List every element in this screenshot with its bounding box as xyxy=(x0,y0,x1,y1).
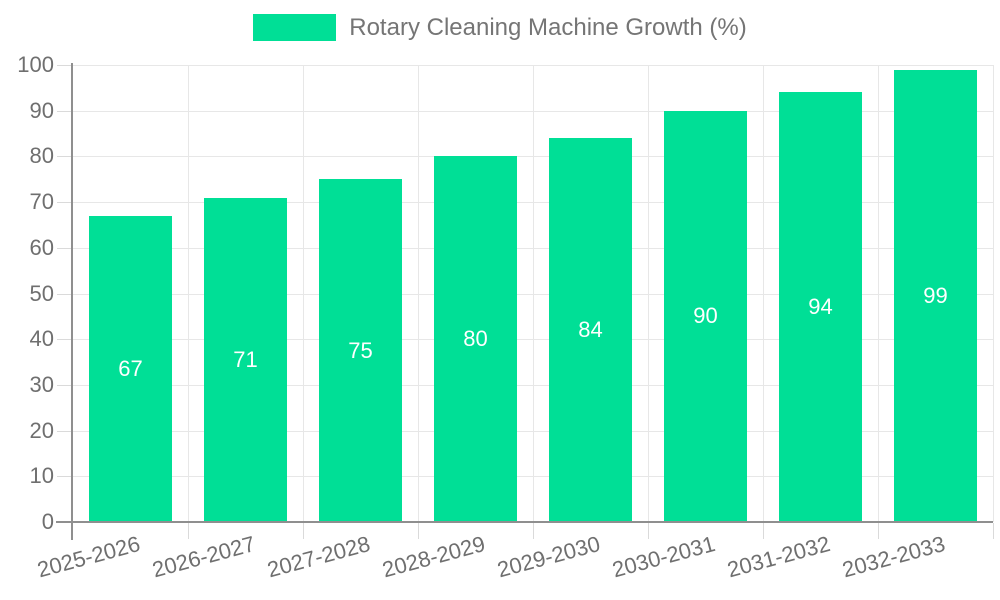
x-axis-tick xyxy=(648,523,649,539)
x-axis-tick-label: 2028-2029 xyxy=(379,531,488,583)
legend-label: Rotary Cleaning Machine Growth (%) xyxy=(349,14,747,41)
y-axis-tick-label: 10 xyxy=(29,463,54,489)
bar xyxy=(894,69,977,522)
bar-value-label: 71 xyxy=(233,346,258,372)
x-axis-tick xyxy=(303,523,304,539)
y-axis-tick-label: 30 xyxy=(29,371,54,397)
v-gridline xyxy=(303,65,304,522)
y-axis-tick xyxy=(57,430,73,432)
x-axis-tick-label: 2031-2032 xyxy=(724,531,833,583)
y-axis-tick-label: 90 xyxy=(29,97,54,123)
x-axis-tick xyxy=(188,523,189,539)
bar xyxy=(319,179,402,522)
y-axis-tick xyxy=(57,65,73,66)
legend: Rotary Cleaning Machine Growth (%) xyxy=(0,14,1000,41)
legend-swatch xyxy=(253,14,337,41)
y-axis-tick-label: 60 xyxy=(29,234,54,260)
v-gridline xyxy=(763,65,764,522)
x-axis-tick xyxy=(878,523,879,539)
v-gridline xyxy=(993,65,994,522)
y-axis-tick-label: 70 xyxy=(29,189,54,215)
x-axis-tick-label: 2026-2027 xyxy=(149,531,258,583)
y-axis-tick xyxy=(57,384,73,386)
y-axis-tick xyxy=(57,247,73,249)
y-axis-tick-label: 80 xyxy=(29,143,54,169)
x-axis-tick-label: 2025-2026 xyxy=(34,531,143,583)
bar xyxy=(204,197,287,522)
x-axis-line xyxy=(56,521,993,523)
y-axis-tick xyxy=(57,339,73,341)
y-axis-tick-label: 20 xyxy=(29,417,54,443)
y-axis-tick-label: 50 xyxy=(29,280,54,306)
y-axis-tick xyxy=(57,202,73,204)
bar xyxy=(779,92,862,522)
y-axis-tick-label: 40 xyxy=(29,326,54,352)
x-axis-tick xyxy=(418,523,419,539)
plot-area: 67 71 75 80 84 90 94 99 xyxy=(73,65,994,522)
y-axis-tick-label: 0 xyxy=(41,509,54,534)
v-gridline xyxy=(188,65,189,522)
x-axis-tick-label: 2030-2031 xyxy=(609,531,718,583)
v-gridline xyxy=(533,65,534,522)
v-gridline xyxy=(648,65,649,522)
x-axis-tick xyxy=(763,523,764,539)
v-gridline xyxy=(418,65,419,522)
bar-value-label: 90 xyxy=(693,303,718,329)
bar-value-label: 67 xyxy=(118,355,143,381)
bar-value-label: 99 xyxy=(923,282,948,308)
bar-value-label: 80 xyxy=(463,326,488,352)
bar-value-label: 84 xyxy=(578,317,603,343)
x-axis-tick xyxy=(533,523,534,539)
x-axis-tick-label: 2027-2028 xyxy=(264,531,373,583)
y-axis-tick xyxy=(57,156,73,158)
bar xyxy=(549,138,632,522)
x-axis-tick xyxy=(993,523,994,539)
y-axis-tick xyxy=(57,476,73,478)
y-axis-tick-label: 100 xyxy=(17,52,54,77)
y-axis-line xyxy=(71,63,73,540)
y-axis-tick xyxy=(57,293,73,295)
bar xyxy=(89,215,172,522)
x-axis-tick-label: 2032-2033 xyxy=(839,531,948,583)
legend-item[interactable]: Rotary Cleaning Machine Growth (%) xyxy=(253,14,747,41)
y-axis-tick xyxy=(57,110,73,112)
v-gridline xyxy=(878,65,879,522)
x-axis-tick-label: 2029-2030 xyxy=(494,531,603,583)
bar-value-label: 94 xyxy=(808,294,833,320)
bar xyxy=(664,110,747,522)
bar xyxy=(434,156,517,522)
bar-value-label: 75 xyxy=(348,337,373,363)
